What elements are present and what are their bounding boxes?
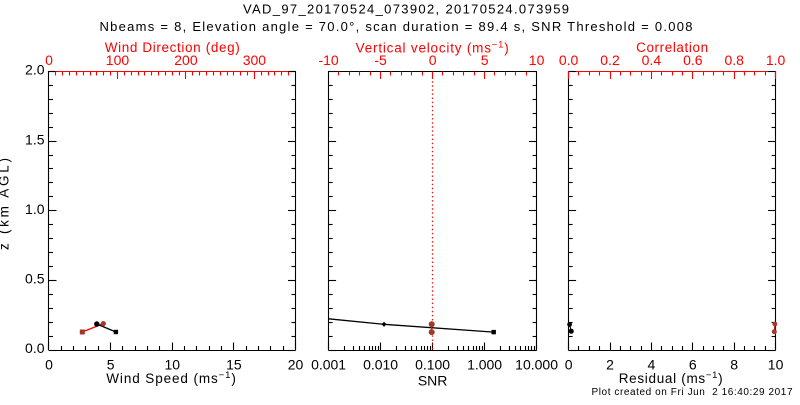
svg-text:SNR: SNR (418, 373, 448, 389)
svg-text:Correlation: Correlation (636, 40, 708, 55)
svg-text:Wind Direction (deg): Wind Direction (deg) (105, 40, 240, 55)
svg-text:Plot created on Fri Jun 2 16:: Plot created on Fri Jun 2 16:40:29 2017 (592, 387, 793, 398)
svg-text:VAD_97_20170524_073902, 201705: VAD_97_20170524_073902, 20170524.073959 (243, 2, 569, 17)
svg-text:0.2: 0.2 (600, 52, 620, 68)
svg-text:0.010: 0.010 (363, 357, 398, 373)
svg-text:20: 20 (288, 357, 304, 373)
svg-text:-10: -10 (318, 52, 338, 68)
svg-text:0.100: 0.100 (415, 357, 450, 373)
svg-text:0.0: 0.0 (559, 52, 579, 68)
svg-text:10.000: 10.000 (515, 357, 558, 373)
svg-text:1.5: 1.5 (25, 131, 45, 147)
svg-text:Wind Speed (ms−1): Wind Speed (ms−1) (106, 370, 236, 386)
svg-text:10: 10 (768, 357, 784, 373)
svg-text:0: 0 (565, 357, 573, 373)
svg-text:10: 10 (529, 52, 545, 68)
svg-text:2: 2 (606, 357, 614, 373)
svg-text:0.001: 0.001 (311, 357, 346, 373)
svg-text:0: 0 (45, 357, 53, 373)
svg-text:0: 0 (45, 52, 53, 68)
svg-text:2.0: 2.0 (25, 62, 45, 78)
svg-text:1.0: 1.0 (25, 201, 45, 217)
svg-text:Vertical velocity (ms−1): Vertical velocity (ms−1) (356, 40, 510, 56)
svg-text:0.0: 0.0 (25, 340, 45, 356)
svg-text:1.0: 1.0 (766, 52, 786, 68)
svg-text:Nbeams = 8, Elevation angle =: Nbeams = 8, Elevation angle = 70.0°, sca… (100, 19, 693, 34)
svg-text:300: 300 (243, 52, 267, 68)
svg-text:0.5: 0.5 (25, 271, 45, 287)
svg-text:0.8: 0.8 (724, 52, 744, 68)
svg-text:1.000: 1.000 (467, 357, 502, 373)
svg-text:8: 8 (730, 357, 738, 373)
